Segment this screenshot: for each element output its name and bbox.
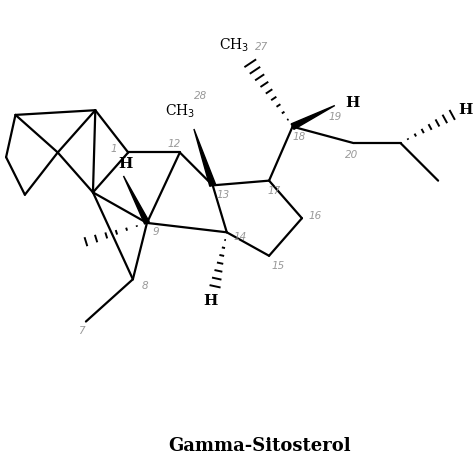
Polygon shape — [291, 106, 335, 129]
Text: 13: 13 — [217, 190, 230, 200]
Text: H: H — [458, 103, 473, 117]
Text: Gamma-Sitosterol: Gamma-Sitosterol — [168, 437, 351, 455]
Text: 16: 16 — [309, 211, 322, 221]
Text: 1: 1 — [111, 144, 118, 154]
Text: 7: 7 — [78, 326, 84, 336]
Text: CH$_3$: CH$_3$ — [165, 102, 195, 120]
Text: H: H — [118, 157, 133, 171]
Polygon shape — [124, 176, 149, 224]
Text: 27: 27 — [255, 42, 269, 52]
Text: 9: 9 — [152, 228, 159, 237]
Text: 14: 14 — [233, 232, 246, 242]
Text: H: H — [346, 96, 360, 110]
Text: 8: 8 — [141, 281, 148, 292]
Text: 12: 12 — [168, 139, 181, 149]
Text: H: H — [203, 294, 218, 308]
Text: 18: 18 — [293, 132, 306, 142]
Text: 19: 19 — [328, 112, 341, 122]
Text: 17: 17 — [267, 186, 281, 196]
Text: 15: 15 — [272, 261, 285, 271]
Text: 28: 28 — [194, 91, 208, 101]
Text: CH$_3$: CH$_3$ — [219, 36, 249, 54]
Text: 20: 20 — [345, 150, 358, 160]
Polygon shape — [194, 129, 216, 186]
